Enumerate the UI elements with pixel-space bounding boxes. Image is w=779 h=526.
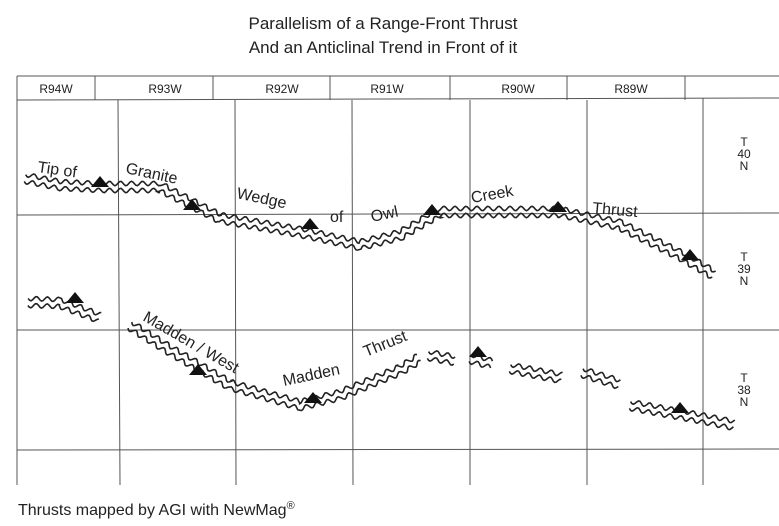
survey-grid xyxy=(16,75,779,486)
labels: R94W R93W R92W R91W R90W R89WT40NT39NT38NTip … xyxy=(36,82,751,409)
grid-line xyxy=(16,212,779,216)
range-label: R94W xyxy=(39,82,73,96)
grid-line xyxy=(117,99,121,486)
thrust-tooth xyxy=(549,201,567,212)
thrust-line xyxy=(27,302,100,323)
title-line: Parallelism of a Range-Front Thrust xyxy=(249,14,518,33)
thrust-label: Wedge xyxy=(235,185,288,212)
thrust-line xyxy=(508,370,562,384)
thrust-line xyxy=(427,350,456,360)
range-label: R93W xyxy=(148,82,182,96)
township-label: N xyxy=(740,395,749,409)
thrust-line xyxy=(25,173,716,273)
township-label: T xyxy=(740,135,748,149)
thrust-tooth xyxy=(671,402,689,413)
grid-line xyxy=(234,99,237,486)
thrust-label: Thrust xyxy=(592,200,639,221)
title-line: And an Anticlinal Trend in Front of it xyxy=(249,38,518,57)
range-label: R90W xyxy=(501,82,535,96)
thrust-label: of xyxy=(330,209,344,226)
thrust-label: Madden xyxy=(281,361,341,390)
thrust-label: Creek xyxy=(470,183,516,207)
thrust-tooth xyxy=(469,346,487,357)
thrust-label: Tip of xyxy=(36,159,78,181)
thrust-tooth xyxy=(183,199,201,210)
township-label: 39 xyxy=(737,262,751,276)
grid-line xyxy=(16,97,779,101)
range-label: R92W xyxy=(265,82,299,96)
thrust-line xyxy=(628,406,734,431)
thrust-line xyxy=(127,327,421,412)
township-label: T xyxy=(740,250,748,264)
grid-line xyxy=(16,448,779,451)
range-label: R91W xyxy=(370,82,404,96)
thrust-tooth xyxy=(423,204,441,215)
thrust-tooth xyxy=(301,218,319,229)
thrust-line xyxy=(580,374,619,390)
thrust-label: Granite xyxy=(124,160,179,188)
township-label: 40 xyxy=(737,147,751,161)
thrust-label: Owl xyxy=(369,204,399,226)
thrust-tooth xyxy=(304,392,322,403)
thrust-line xyxy=(582,368,621,383)
thrust-line xyxy=(510,363,563,377)
thrust-line xyxy=(426,356,455,366)
thrust-line xyxy=(468,360,492,369)
thrust-line xyxy=(470,353,494,362)
thrust-tooth xyxy=(66,292,84,303)
thrust-line xyxy=(23,180,713,279)
thrust-line xyxy=(27,295,102,316)
township-label: T xyxy=(740,371,748,385)
thrust-tooth xyxy=(189,364,207,375)
township-label: N xyxy=(740,274,749,288)
footer-mark: ® xyxy=(287,500,295,512)
thrust-line xyxy=(131,321,418,406)
range-label: R89W xyxy=(614,82,648,96)
township-label: 38 xyxy=(737,383,751,397)
thrust-tooth xyxy=(91,176,109,187)
thrust-label: Thrust xyxy=(361,328,410,361)
footer-text: Thrusts mapped by AGI with NewMag xyxy=(18,502,287,519)
thrust-faults xyxy=(23,173,736,431)
thrust-tooth xyxy=(681,249,699,260)
footer: Thrusts mapped by AGI with NewMag® xyxy=(18,500,295,519)
township-label: N xyxy=(740,159,749,173)
grid-line xyxy=(351,99,354,486)
